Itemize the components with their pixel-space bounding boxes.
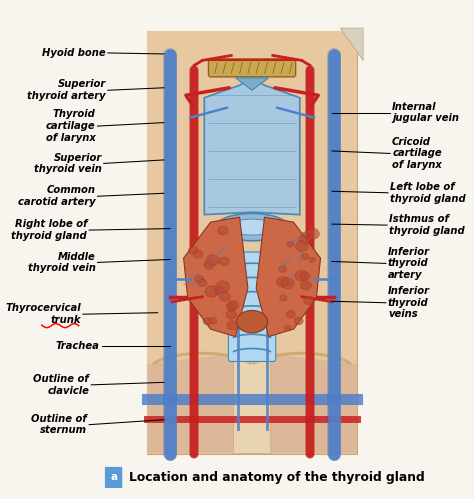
Polygon shape [256, 217, 320, 337]
Ellipse shape [298, 235, 310, 245]
Ellipse shape [301, 253, 309, 259]
Text: Thyroid
cartilage
of larynx: Thyroid cartilage of larynx [46, 109, 95, 143]
Ellipse shape [194, 275, 204, 283]
Ellipse shape [218, 226, 228, 235]
Text: Outline of
sternum: Outline of sternum [31, 414, 87, 436]
Ellipse shape [204, 260, 215, 269]
Ellipse shape [309, 257, 315, 262]
Ellipse shape [300, 271, 310, 280]
Ellipse shape [226, 310, 237, 319]
Ellipse shape [300, 280, 311, 290]
Ellipse shape [302, 232, 308, 237]
Ellipse shape [206, 255, 219, 266]
Ellipse shape [295, 241, 308, 251]
Text: Outline of
clavicle: Outline of clavicle [33, 374, 89, 396]
Text: Isthmus of
thyroid gland: Isthmus of thyroid gland [389, 214, 465, 236]
Ellipse shape [198, 279, 207, 286]
Polygon shape [340, 28, 363, 60]
Text: Hyoid bone: Hyoid bone [42, 48, 106, 58]
Ellipse shape [306, 228, 319, 240]
Polygon shape [204, 78, 300, 215]
Ellipse shape [216, 214, 288, 241]
Ellipse shape [295, 270, 307, 281]
FancyBboxPatch shape [104, 467, 123, 489]
Ellipse shape [276, 276, 289, 287]
Text: a: a [110, 473, 117, 483]
Polygon shape [183, 217, 248, 337]
Text: Thyrocervical
trunk: Thyrocervical trunk [5, 303, 81, 325]
Polygon shape [236, 78, 269, 90]
Ellipse shape [209, 317, 217, 324]
Ellipse shape [286, 310, 295, 318]
Polygon shape [147, 30, 357, 454]
Ellipse shape [227, 302, 237, 311]
Text: Superior
thyroid vein: Superior thyroid vein [34, 153, 101, 174]
Ellipse shape [188, 246, 198, 254]
Ellipse shape [205, 286, 219, 297]
Text: Inferior
thyroid
veins: Inferior thyroid veins [388, 286, 430, 319]
Text: Right lobe of
thyroid gland: Right lobe of thyroid gland [11, 219, 87, 241]
Text: Common
carotid artery: Common carotid artery [18, 186, 95, 207]
Ellipse shape [215, 287, 225, 295]
FancyBboxPatch shape [209, 59, 296, 77]
FancyBboxPatch shape [228, 252, 276, 361]
Ellipse shape [284, 325, 291, 330]
Ellipse shape [287, 241, 294, 247]
Text: Location and anatomy of the thyroid gland: Location and anatomy of the thyroid glan… [129, 471, 425, 484]
Ellipse shape [219, 292, 230, 301]
Text: Middle
thyroid vein: Middle thyroid vein [27, 251, 95, 273]
Ellipse shape [294, 317, 303, 325]
Text: Cricoid
cartilage
of larynx: Cricoid cartilage of larynx [392, 137, 442, 170]
Ellipse shape [216, 281, 230, 293]
Ellipse shape [227, 321, 238, 330]
Text: Left lobe of
thyroid gland: Left lobe of thyroid gland [390, 182, 465, 204]
Ellipse shape [219, 257, 229, 265]
Ellipse shape [280, 295, 287, 301]
Text: Inferior
thyroid
artery: Inferior thyroid artery [388, 247, 430, 280]
Ellipse shape [281, 278, 294, 289]
Text: Trachea: Trachea [55, 340, 100, 350]
Ellipse shape [193, 250, 203, 258]
Text: Superior
thyroid artery: Superior thyroid artery [27, 79, 106, 101]
Ellipse shape [237, 310, 268, 333]
Ellipse shape [228, 300, 238, 309]
Ellipse shape [203, 318, 211, 325]
Text: Internal
jugular vein: Internal jugular vein [392, 102, 459, 123]
Polygon shape [147, 354, 357, 454]
Ellipse shape [303, 296, 314, 304]
Ellipse shape [227, 219, 277, 235]
FancyBboxPatch shape [147, 30, 357, 454]
Ellipse shape [279, 265, 287, 272]
Polygon shape [233, 356, 271, 454]
